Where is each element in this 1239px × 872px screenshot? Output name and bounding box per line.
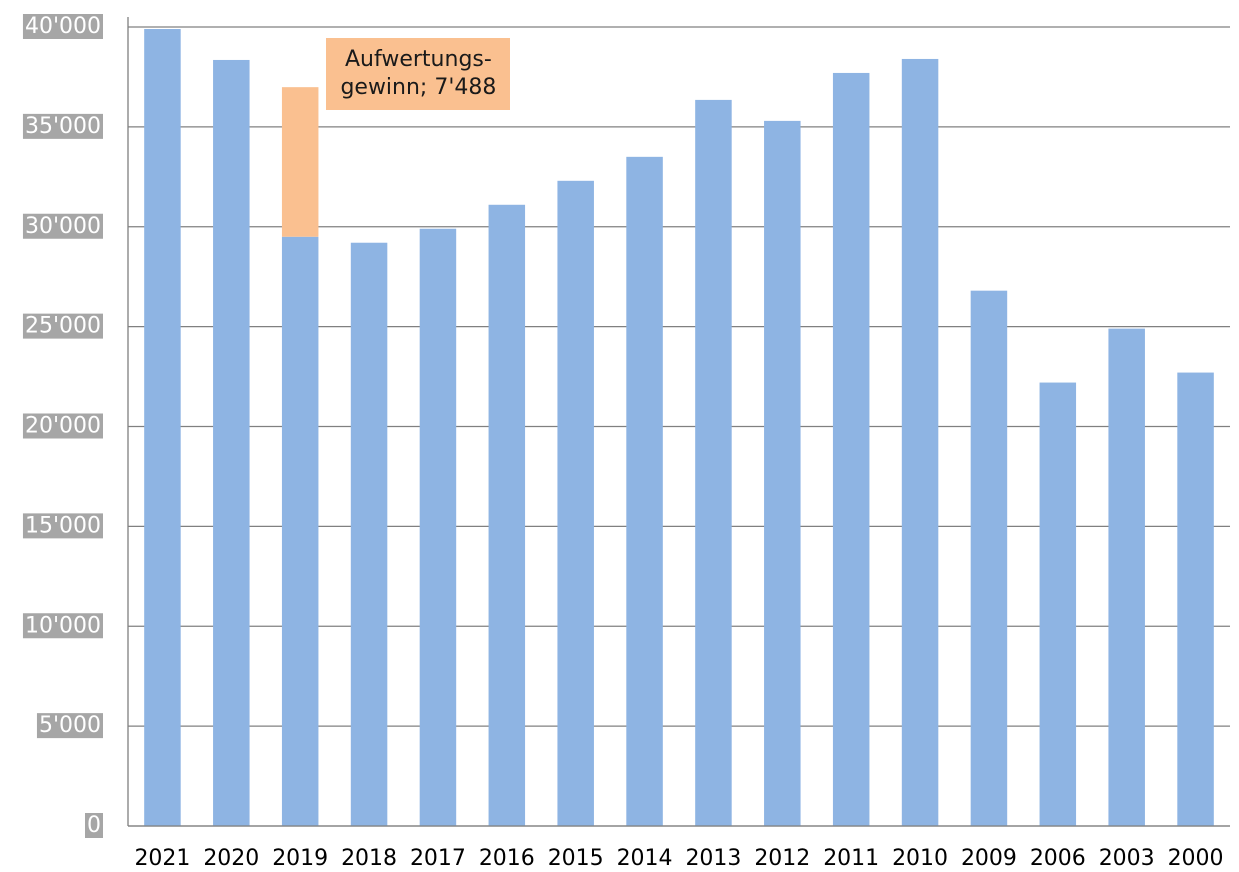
x-tick-label: 2019: [272, 846, 328, 871]
data-label: Aufwertungs- gewinn; 7'488: [326, 38, 511, 111]
x-tick-label: 2013: [685, 846, 741, 871]
y-tick-label-bg: [36, 713, 103, 739]
x-tick-label: 2017: [410, 846, 466, 871]
y-tick-label-bg: [22, 213, 103, 239]
bar: [1039, 382, 1077, 826]
bar: [695, 99, 732, 826]
bar: [488, 204, 526, 827]
bar: [970, 290, 1008, 826]
y-tick-label: 40'000: [25, 14, 101, 39]
bar: [213, 59, 250, 827]
x-tick-label: 2020: [203, 846, 259, 871]
bar: [281, 236, 319, 827]
x-tick-label: 2014: [617, 846, 673, 871]
bar: [144, 28, 181, 827]
x-tick-label: 2009: [961, 846, 1017, 871]
x-tick-label: 2021: [134, 846, 190, 871]
bar: [1108, 328, 1145, 826]
x-tick-label: 2010: [892, 846, 948, 871]
x-tick-label: 2006: [1030, 846, 1086, 871]
bar: [901, 58, 939, 826]
y-tick-label: 35'000: [25, 114, 101, 139]
y-tick-label: 10'000: [25, 613, 101, 638]
y-tick-label-bg: [22, 413, 103, 439]
bar: [419, 228, 457, 826]
y-tick-label: 30'000: [25, 214, 101, 239]
x-tick-label: 2012: [754, 846, 810, 871]
bar: [350, 242, 388, 827]
y-tick-label-bg: [22, 313, 103, 339]
y-tick-label-bg: [22, 14, 103, 39]
x-tick-label: 2011: [823, 846, 879, 871]
y-tick-label-bg: [85, 813, 103, 838]
x-tick-label: 2003: [1099, 846, 1155, 871]
x-tick-label: 2015: [548, 846, 604, 871]
y-tick-label-bg: [22, 113, 103, 139]
y-tick-label: 20'000: [25, 414, 101, 439]
bar: [557, 180, 594, 826]
y-tick-label: 5'000: [39, 713, 101, 738]
y-tick-label-bg: [22, 513, 103, 539]
bar: [832, 72, 870, 826]
x-tick-label: 2000: [1168, 846, 1224, 871]
y-ticks: 0 5'000 10'000 15'000 20'000 25'000 30'000 35'0…: [22, 14, 103, 838]
y-tick-label: 0: [87, 813, 101, 838]
x-tick-label: 2016: [479, 846, 535, 871]
bar: [1177, 372, 1214, 826]
y-tick-label-bg: [22, 613, 103, 639]
y-tick-label: 25'000: [25, 314, 101, 339]
y-tick-label: 15'000: [25, 513, 101, 538]
bar: [281, 87, 319, 237]
x-tick-label: 2018: [341, 846, 397, 871]
bar: [764, 120, 801, 826]
bar: [626, 156, 663, 826]
